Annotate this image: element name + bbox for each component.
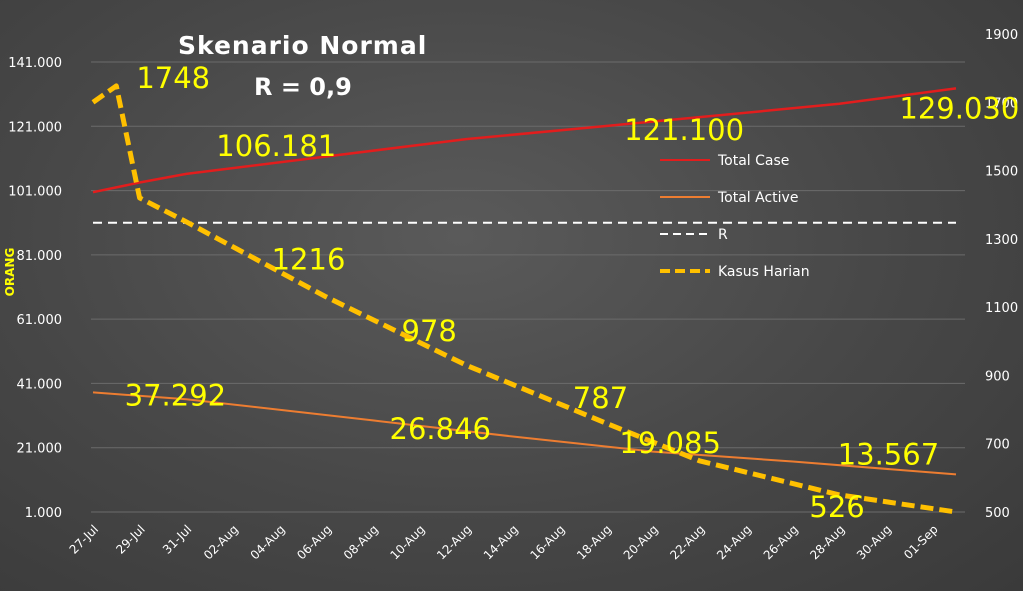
data-label: 1216 — [272, 243, 346, 277]
y-right-tick-label: 900 — [985, 369, 1010, 384]
series-line-total-active — [92, 391, 957, 476]
y-left-tick-label: 21.000 — [17, 442, 63, 457]
data-label: 787 — [573, 381, 628, 415]
data-label: 37.292 — [125, 378, 226, 412]
x-tick-label: 22-Aug — [667, 522, 707, 562]
x-tick-label: 31-Jul — [160, 522, 194, 556]
data-label: 26.846 — [390, 412, 491, 446]
x-tick-label: 24-Aug — [714, 522, 754, 562]
series-line-kasus-harian — [91, 83, 957, 515]
y-right-tick-label: 1100 — [985, 301, 1018, 316]
series-line-total-case — [92, 87, 957, 194]
legend-label-total-case: Total Case — [717, 153, 789, 169]
y-left-tick-label: 61.000 — [17, 313, 63, 328]
y-left-tick-label: 141.000 — [8, 56, 62, 71]
x-tick-label: 28-Aug — [807, 522, 847, 562]
x-tick-label: 01-Sep — [901, 522, 941, 562]
x-tick-label: 27-Jul — [67, 522, 101, 556]
data-label: 129.030 — [899, 91, 1019, 125]
x-tick-label: 12-Aug — [434, 522, 474, 562]
legend-label-r: R — [718, 227, 728, 243]
y-left-tick-label: 1.000 — [25, 506, 62, 521]
x-tick-label: 26-Aug — [761, 522, 801, 562]
x-tick-label: 18-Aug — [574, 522, 614, 562]
chart-title: Skenario Normal — [178, 31, 427, 60]
x-tick-label: 29-Jul — [113, 522, 147, 556]
data-label: 1748 — [136, 61, 210, 95]
x-tick-label: 20-Aug — [621, 522, 661, 562]
x-tick-label: 14-Aug — [481, 522, 521, 562]
y-right-tick-label: 500 — [985, 506, 1010, 521]
y-axis-title: ORANG — [3, 248, 17, 297]
x-tick-label: 30-Aug — [854, 522, 894, 562]
y-left-tick-label: 101.000 — [8, 185, 62, 200]
y-right-tick-label: 1500 — [985, 165, 1018, 180]
data-label: 978 — [402, 314, 457, 348]
data-label: 106.181 — [216, 129, 336, 163]
x-tick-label: 10-Aug — [388, 522, 428, 562]
legend-label-kasus-harian: Kasus Harian — [718, 264, 810, 280]
data-label: 13.567 — [838, 438, 939, 472]
y-right-tick-label: 1900 — [985, 28, 1018, 43]
y-left-tick-label: 81.000 — [17, 249, 63, 264]
y-left-tick-label: 41.000 — [17, 377, 63, 392]
x-tick-label: 04-Aug — [248, 522, 288, 562]
chart-subtitle: R = 0,9 — [254, 73, 352, 101]
y-right-tick-label: 700 — [985, 438, 1010, 453]
data-label: 526 — [809, 490, 864, 524]
x-tick-label: 08-Aug — [341, 522, 381, 562]
x-tick-label: 02-Aug — [201, 522, 241, 562]
data-label: 19.085 — [619, 426, 720, 460]
x-tick-label: 16-Aug — [527, 522, 567, 562]
data-label: 121.100 — [624, 113, 744, 147]
y-right-tick-label: 1300 — [985, 233, 1018, 248]
y-right-tick-label: 1700 — [985, 96, 1018, 111]
x-tick-label: 06-Aug — [294, 522, 334, 562]
legend-label-total-active: Total Active — [717, 190, 798, 206]
y-left-tick-label: 121.000 — [8, 120, 62, 135]
